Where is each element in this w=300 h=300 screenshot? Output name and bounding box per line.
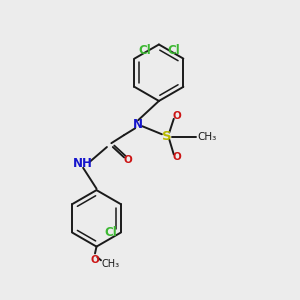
Text: CH₃: CH₃ bbox=[198, 132, 217, 142]
Text: Cl: Cl bbox=[138, 44, 151, 57]
Text: O: O bbox=[91, 255, 99, 265]
Text: Cl: Cl bbox=[105, 226, 117, 239]
Text: N: N bbox=[133, 118, 143, 131]
Text: O: O bbox=[172, 152, 181, 162]
Text: Cl: Cl bbox=[167, 44, 180, 57]
Text: NH: NH bbox=[73, 157, 93, 170]
Text: CH₃: CH₃ bbox=[102, 260, 120, 269]
Text: O: O bbox=[123, 155, 132, 165]
Text: S: S bbox=[161, 130, 171, 143]
Text: O: O bbox=[172, 111, 181, 121]
